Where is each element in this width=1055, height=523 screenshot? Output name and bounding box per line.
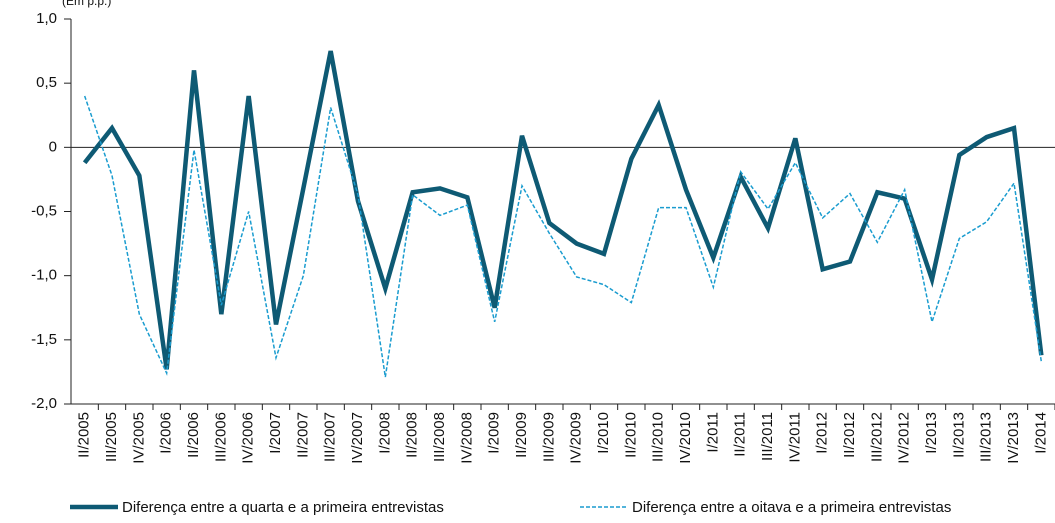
y-tick-label: -1,0: [31, 267, 57, 284]
y-tick-label: -2,0: [31, 395, 57, 412]
x-tick-label: II/2006: [185, 412, 202, 458]
x-tick-label: I/2006: [158, 412, 175, 454]
x-tick-label: III/2005: [103, 412, 120, 462]
y-tick-label: -1,5: [31, 331, 57, 348]
x-tick-label: II/2013: [950, 412, 967, 458]
x-tick-label: III/2009: [540, 412, 557, 462]
x-tick-label: IV/2009: [568, 412, 585, 464]
x-tick-label: IV/2010: [677, 412, 694, 464]
x-tick-label: IV/2005: [130, 412, 147, 464]
x-tick-label: I/2008: [376, 412, 393, 454]
x-tick-label: II/2009: [513, 412, 530, 458]
x-tick-label: IV/2012: [896, 412, 913, 464]
legend-label: Diferença entre a oitava e a primeira en…: [632, 499, 951, 516]
x-tick-label: III/2007: [322, 412, 339, 462]
x-tick-label: IV/2013: [1005, 412, 1022, 464]
data-line: [83, 95, 1043, 378]
x-tick-label: I/2013: [923, 412, 940, 454]
x-tick-label: I/2011: [704, 412, 721, 453]
x-tick-label: IV/2008: [458, 412, 475, 464]
x-tick-label: I/2014: [1032, 412, 1049, 454]
y-tick-label: 0: [49, 138, 57, 155]
x-tick-label: I/2009: [486, 412, 503, 454]
x-tick-label: II/2008: [404, 412, 421, 458]
x-tick-label: II/2012: [841, 412, 858, 458]
x-tick-label: IV/2007: [349, 412, 366, 464]
x-tick-label: I/2010: [595, 412, 612, 454]
x-tick-label: II/2010: [622, 412, 639, 458]
x-tick-label: IV/2006: [240, 412, 257, 464]
x-tick-label: III/2006: [212, 412, 229, 462]
x-tick-label: III/2008: [431, 412, 448, 462]
legend-label: Diferença entre a quarta e a primeira en…: [122, 499, 444, 516]
x-tick-label: III/2013: [978, 412, 995, 462]
y-tick-label: 0,5: [36, 74, 57, 91]
x-tick-label: I/2012: [814, 412, 831, 454]
y-axis-label: (Em p.p.): [62, 0, 111, 8]
x-tick-label: II/2005: [76, 412, 93, 458]
x-tick-label: III/2010: [650, 412, 667, 462]
x-tick-label: II/2007: [294, 412, 311, 458]
x-tick-label: IV/2011: [786, 412, 803, 463]
x-tick-label: III/2012: [868, 412, 885, 462]
x-tick-label: III/2011: [759, 412, 776, 461]
data-line: [82, 50, 1044, 370]
y-tick-label: 1,0: [36, 10, 57, 27]
y-tick-label: -0,5: [31, 202, 57, 219]
x-tick-label: I/2007: [267, 412, 284, 454]
x-tick-label: II/2011: [732, 412, 749, 457]
